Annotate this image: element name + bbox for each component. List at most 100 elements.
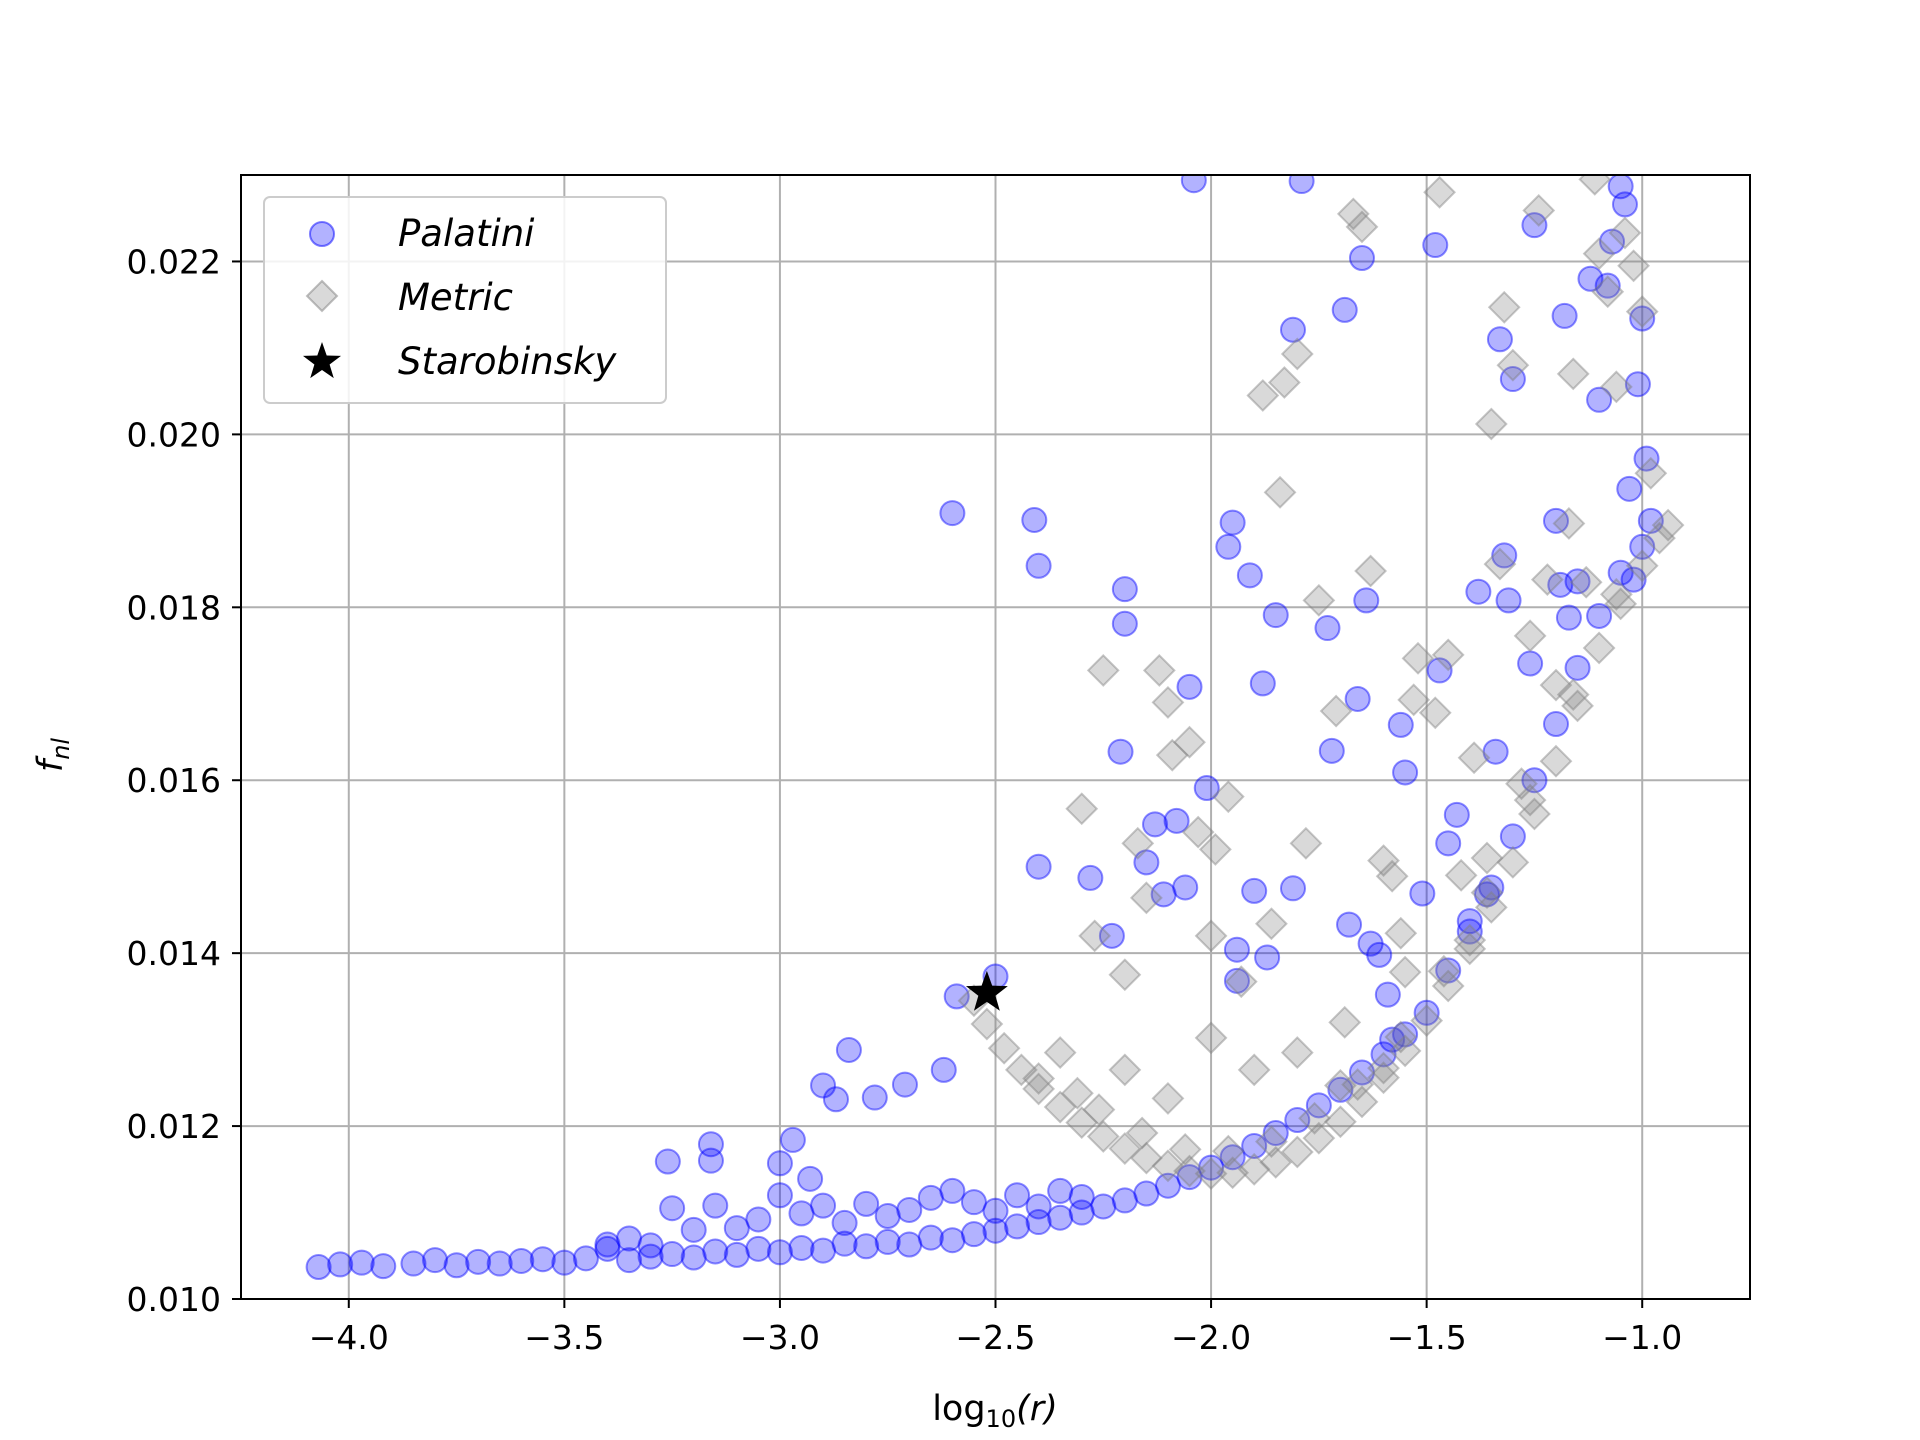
- palatini-point: [1176, 673, 1203, 700]
- palatini-point: [1521, 767, 1548, 794]
- palatini-point: [1249, 670, 1276, 697]
- metric-point: [1604, 587, 1638, 621]
- metric-point: [1578, 175, 1612, 196]
- palatini-point: [1241, 877, 1268, 904]
- starobinsky-point: [965, 970, 1008, 1011]
- palatini-point: [1318, 737, 1345, 764]
- palatini-point: [529, 1246, 556, 1273]
- metric-point: [1423, 175, 1456, 209]
- palatini-point: [1133, 849, 1160, 876]
- metric-point: [1259, 1145, 1293, 1179]
- palatini-point: [810, 1192, 837, 1219]
- palatini-point: [896, 1231, 923, 1258]
- palatini-point: [1594, 272, 1621, 299]
- palatini-point: [861, 1084, 888, 1111]
- palatini-point: [1435, 830, 1462, 857]
- palatini-point: [1021, 506, 1048, 533]
- metric-point: [1151, 1149, 1185, 1183]
- metric-point: [1375, 859, 1409, 893]
- metric-point: [1173, 1154, 1206, 1188]
- metric-point: [1453, 932, 1487, 966]
- palatini-point: [810, 1237, 837, 1264]
- metric-point: [1267, 366, 1301, 399]
- palatini-point: [1331, 296, 1358, 323]
- y-tick-label: 0.020: [127, 415, 221, 454]
- palatini-point: [1413, 999, 1440, 1026]
- palatini-point: [1279, 875, 1306, 902]
- palatini-point: [939, 1227, 966, 1254]
- palatini-point: [1499, 823, 1526, 850]
- palatini-point: [400, 1250, 427, 1277]
- palatini-point: [853, 1190, 880, 1217]
- metric-point: [1280, 1135, 1314, 1169]
- metric-point: [1384, 916, 1418, 950]
- metric-point: [1470, 841, 1504, 875]
- palatini-point: [594, 1231, 621, 1258]
- metric-point: [1194, 1021, 1228, 1055]
- metric-point: [1129, 1141, 1163, 1175]
- metric-point: [1237, 1053, 1271, 1087]
- metric-point: [1539, 668, 1573, 702]
- palatini-point: [1262, 602, 1289, 629]
- palatini-point: [810, 1072, 837, 1099]
- metric-point: [1108, 1053, 1142, 1087]
- palatini-point: [422, 1247, 449, 1274]
- legend-palatini-marker: [309, 221, 335, 247]
- palatini-point: [797, 1165, 824, 1192]
- palatini-point: [1379, 1026, 1406, 1053]
- metric-point: [1410, 1004, 1444, 1038]
- palatini-point: [1068, 1183, 1095, 1210]
- metric-point: [1539, 744, 1573, 778]
- palatini-point: [1107, 738, 1134, 765]
- palatini-point: [1611, 191, 1638, 218]
- legend-metric-label: Metric: [398, 276, 513, 319]
- y-tick-label: 0.022: [127, 242, 221, 281]
- metric-point: [1142, 654, 1176, 687]
- metric-point: [1280, 1036, 1314, 1069]
- metric-point: [1155, 738, 1189, 772]
- palatini-point: [1288, 175, 1315, 195]
- palatini-point: [939, 500, 966, 527]
- metric-point: [1561, 689, 1594, 723]
- palatini-point: [1599, 228, 1626, 255]
- metric-point: [1198, 832, 1232, 866]
- metric-point: [1173, 725, 1206, 759]
- palatini-point: [917, 1224, 944, 1251]
- metric-point: [1643, 521, 1676, 555]
- legend-palatini-label: Palatini: [398, 212, 535, 255]
- metric-point: [1599, 370, 1633, 404]
- palatini-point: [766, 1182, 793, 1209]
- palatini-point: [1111, 1187, 1138, 1214]
- palatini-point: [1564, 568, 1591, 595]
- palatini-point: [1491, 542, 1518, 569]
- palatini-point: [1456, 918, 1483, 945]
- metric-point: [1194, 1157, 1228, 1191]
- metric-point: [1328, 1005, 1362, 1039]
- metric-point: [1289, 826, 1323, 860]
- palatini-point: [1047, 1177, 1074, 1204]
- palatini-point: [982, 1197, 1009, 1224]
- metric-point: [1263, 475, 1297, 509]
- palatini-point: [659, 1195, 686, 1222]
- palatini-point: [1624, 371, 1651, 398]
- palatini-point: [637, 1243, 664, 1270]
- palatini-point: [943, 983, 970, 1010]
- palatini-point: [1353, 587, 1380, 614]
- palatini-point: [917, 1184, 944, 1211]
- x-tick-label: −3.0: [740, 1318, 820, 1357]
- palatini-point: [486, 1250, 513, 1277]
- metric-point: [1255, 907, 1288, 941]
- palatini-point: [327, 1251, 354, 1278]
- metric-point: [1065, 1106, 1099, 1140]
- palatini-point: [1586, 386, 1613, 413]
- legend-starobinsky-label: Starobinsky: [398, 340, 617, 383]
- metric-point: [1298, 1101, 1331, 1135]
- metric-point: [1569, 565, 1603, 599]
- palatini-point: [1025, 853, 1052, 880]
- metric-point: [1591, 275, 1625, 309]
- palatini-point: [1314, 615, 1341, 642]
- x-tick-label: −1.0: [1602, 1318, 1682, 1357]
- palatini-point: [1478, 874, 1505, 901]
- palatini-point: [1219, 1144, 1246, 1171]
- legend-box: [263, 196, 667, 404]
